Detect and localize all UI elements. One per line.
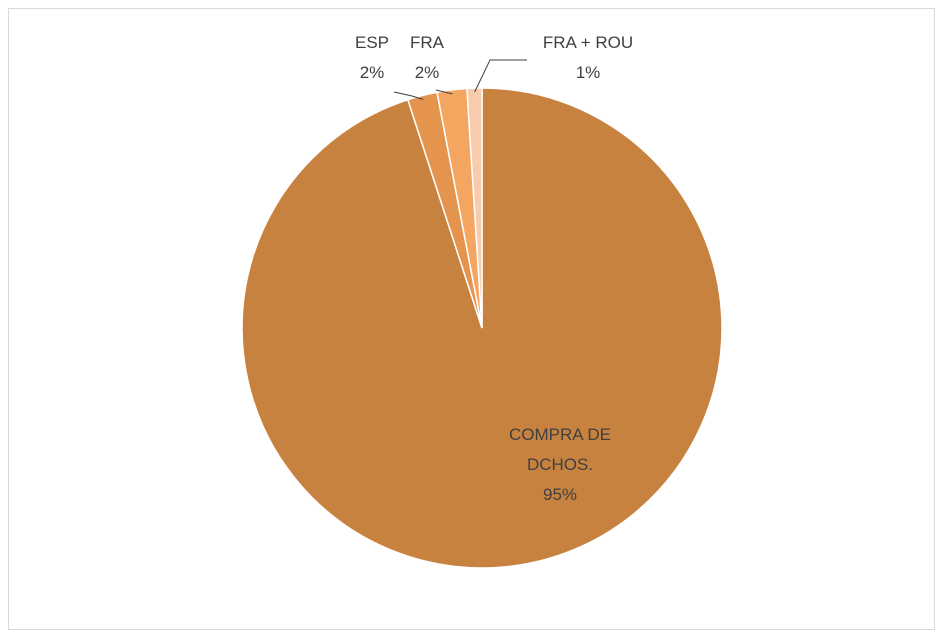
value-label: 95% xyxy=(542,485,578,504)
pie-slice xyxy=(466,87,483,329)
slice-label: FRA 2% xyxy=(397,28,457,88)
slice-label: FRA + ROU 1% xyxy=(518,28,658,88)
category-label: FRA xyxy=(410,33,444,52)
category-label: COMPRA DE DCHOS. xyxy=(508,425,612,474)
leader-line xyxy=(393,91,424,100)
leader-line xyxy=(474,59,527,93)
value-label: 1% xyxy=(575,63,601,82)
value-label: 2% xyxy=(359,63,385,82)
slice-label: ESP 2% xyxy=(342,28,402,88)
slice-label: COMPRA DE DCHOS. 95% xyxy=(485,420,635,510)
value-label: 2% xyxy=(414,63,440,82)
category-label: FRA + ROU xyxy=(542,33,634,52)
leader-line xyxy=(435,89,453,95)
category-label: ESP xyxy=(354,33,390,52)
